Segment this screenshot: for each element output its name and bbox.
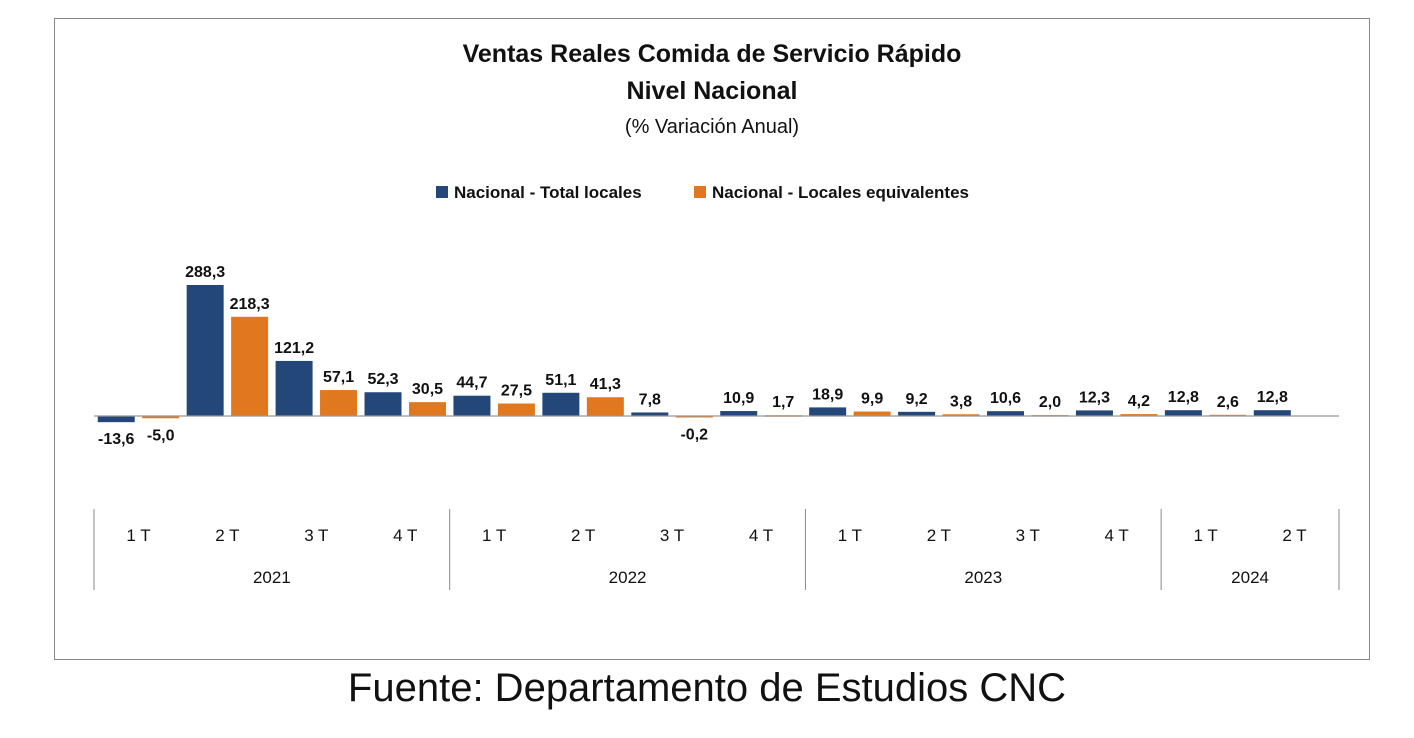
bar (720, 411, 758, 416)
data-label: 12,8 (1257, 389, 1288, 406)
data-label: -13,6 (98, 431, 135, 448)
data-label: 27,5 (501, 383, 532, 400)
bar (942, 414, 980, 416)
x-tick-label: 3 T (660, 526, 684, 545)
data-label: -0,2 (680, 427, 708, 444)
x-group-label: 2021 (253, 568, 291, 587)
chart-frame (54, 18, 1370, 660)
x-tick-label: 4 T (749, 526, 773, 545)
legend-swatch (436, 186, 448, 198)
data-label: 44,7 (456, 375, 487, 392)
chart-subtitle: Nivel Nacional (627, 77, 798, 105)
x-tick-label: 4 T (1105, 526, 1129, 545)
bar (898, 411, 936, 416)
bar (853, 411, 891, 416)
bar (1075, 410, 1113, 416)
bar (497, 403, 535, 416)
data-label: 2,0 (1039, 394, 1061, 411)
data-label: -5,0 (147, 427, 175, 444)
bar (586, 397, 624, 416)
source-note: Fuente: Departamento de Estudios CNC (347, 666, 1067, 710)
data-label: 12,8 (1168, 389, 1199, 406)
x-tick-label: 1 T (126, 526, 150, 545)
data-label: 51,1 (545, 372, 576, 389)
data-label: 2,6 (1217, 394, 1239, 411)
x-group-label: 2023 (964, 568, 1002, 587)
x-group-label: 2024 (1231, 568, 1269, 587)
x-tick-label: 3 T (304, 526, 328, 545)
data-label: 4,2 (1128, 393, 1150, 410)
x-tick-label: 1 T (1193, 526, 1217, 545)
legend-swatch (694, 186, 706, 198)
x-tick-label: 1 T (482, 526, 506, 545)
data-label: 9,2 (905, 391, 927, 408)
bar (631, 412, 669, 416)
x-tick-label: 1 T (838, 526, 862, 545)
legend-label: Nacional - Locales equivalentes (712, 183, 969, 202)
data-label: 41,3 (590, 376, 621, 393)
data-label: 218,3 (230, 296, 270, 313)
data-label: 7,8 (639, 391, 661, 408)
data-label: 121,2 (274, 340, 314, 357)
x-tick-label: 4 T (393, 526, 417, 545)
data-label: 1,7 (772, 394, 794, 411)
bar (142, 416, 180, 419)
bar (320, 390, 358, 416)
chart-subtitle-2: (% Variación Anual) (625, 116, 799, 138)
bar (809, 407, 847, 416)
x-tick-label: 2 T (215, 526, 239, 545)
data-label: 10,6 (990, 390, 1021, 407)
data-label: 57,1 (323, 369, 354, 386)
bar (1164, 410, 1202, 416)
x-tick-label: 2 T (571, 526, 595, 545)
bar (231, 316, 269, 416)
data-label: 30,5 (412, 381, 443, 398)
bar (97, 416, 135, 423)
x-tick-label: 2 T (927, 526, 951, 545)
bar (542, 392, 580, 416)
bar (1253, 410, 1291, 416)
bar (987, 411, 1025, 416)
data-label: 9,9 (861, 391, 883, 408)
chart-title: Ventas Reales Comida de Servicio Rápido (463, 40, 962, 68)
bar (364, 392, 402, 416)
bar (453, 395, 491, 416)
bar (275, 360, 313, 416)
data-label: 18,9 (812, 386, 843, 403)
data-label: 3,8 (950, 393, 972, 410)
x-group-label: 2022 (609, 568, 647, 587)
bar (408, 402, 446, 416)
legend-label: Nacional - Total locales (454, 183, 642, 202)
bar (1120, 414, 1158, 416)
x-tick-label: 3 T (1016, 526, 1040, 545)
x-tick-label: 2 T (1282, 526, 1306, 545)
data-label: 12,3 (1079, 389, 1110, 406)
bar (675, 416, 713, 418)
bar (186, 285, 224, 416)
data-label: 52,3 (367, 371, 398, 388)
data-label: 10,9 (723, 390, 754, 407)
data-label: 288,3 (185, 264, 225, 281)
